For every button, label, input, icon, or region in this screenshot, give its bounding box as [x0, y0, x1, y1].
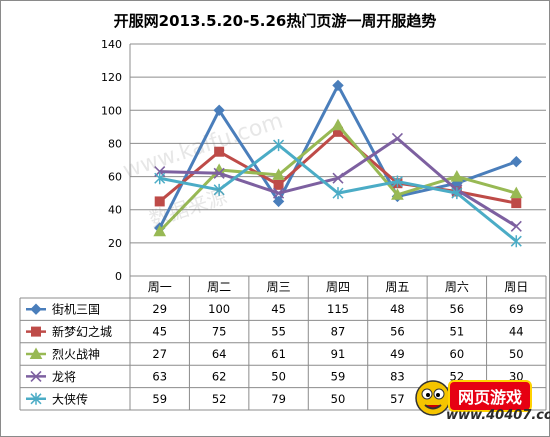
table-cell-value: 51: [450, 325, 465, 339]
site-logo: 网页游戏 www.40407.com: [412, 372, 550, 434]
table-cell-value: 100: [208, 302, 230, 316]
data-point: [272, 168, 285, 180]
data-point: [214, 146, 225, 157]
table-cell-value: 48: [390, 302, 405, 316]
y-tick-label: 60: [108, 171, 122, 184]
y-tick-label: 140: [101, 38, 122, 51]
data-point: [510, 235, 522, 248]
y-tick-label: 80: [108, 137, 122, 150]
y-tick-label: 40: [108, 204, 122, 217]
table-cell-value: 57: [390, 392, 405, 406]
data-point: [153, 224, 167, 237]
legend-label: 新梦幻之城: [52, 324, 112, 339]
table-cell-value: 63: [152, 369, 167, 383]
table-cell-value: 56: [450, 302, 465, 316]
legend-key-marker: [30, 303, 42, 315]
table-cell-value: 56: [390, 325, 405, 339]
legend-label: 大侠传: [52, 391, 88, 406]
data-point: [510, 155, 522, 168]
y-tick-label: 0: [115, 270, 122, 283]
legend-label: 龙将: [52, 370, 76, 384]
table-cell-value: 59: [152, 392, 167, 406]
data-point: [451, 187, 463, 200]
legend-key-marker: [30, 392, 42, 405]
table-cell-value: 87: [331, 325, 346, 339]
data-point: [510, 220, 522, 232]
table-cell-value: 52: [212, 392, 227, 406]
data-point: [213, 104, 225, 116]
legend-label: 烈火战神: [52, 348, 100, 362]
logo-url: www.40407.com: [446, 408, 550, 423]
data-point: [273, 139, 285, 152]
data-point: [391, 188, 404, 200]
x-category-label: 周一: [148, 280, 172, 294]
table-cell-value: 50: [331, 392, 346, 406]
data-point: [331, 118, 345, 131]
table-cell-value: 29: [152, 302, 167, 316]
table-cell-value: 91: [331, 347, 346, 361]
table-cell-value: 64: [212, 347, 227, 361]
y-tick-label: 20: [108, 237, 122, 250]
logo-badge: 网页游戏: [448, 380, 533, 412]
table-cell-value: 30: [509, 369, 524, 383]
x-category-label: 周六: [445, 280, 469, 294]
table-cell-value: 60: [450, 347, 465, 361]
table-cell-value: 69: [509, 302, 524, 316]
data-point: [450, 170, 464, 182]
data-point: [154, 172, 166, 185]
table-cell-value: 50: [271, 369, 286, 383]
x-category-label: 周四: [326, 280, 350, 294]
data-point: [213, 183, 225, 196]
table-cell-value: 27: [152, 347, 167, 361]
table-cell-value: 115: [327, 302, 349, 316]
table-cell-value: 75: [212, 325, 227, 339]
x-category-label: 周二: [207, 280, 231, 294]
y-tick-label: 120: [101, 71, 122, 84]
data-point: [332, 187, 344, 200]
legend-label: 街机三国: [52, 303, 100, 317]
table-cell-value: 55: [271, 325, 286, 339]
data-point: [391, 132, 403, 145]
chart-title: 开服网2013.5.20-5.26热门页游一周开服趋势: [113, 12, 437, 30]
table-cell-value: 45: [271, 302, 286, 316]
table-cell-value: 62: [212, 369, 227, 383]
table-cell-value: 44: [509, 325, 524, 339]
data-point: [272, 195, 285, 208]
table-cell-value: 45: [152, 325, 167, 339]
mascot-icon: [415, 380, 451, 416]
data-point: [213, 167, 225, 179]
x-category-label: 周五: [385, 280, 409, 294]
table-cell-value: 61: [271, 347, 286, 361]
table-cell-value: 52: [450, 369, 465, 383]
legend-key-marker: [30, 370, 42, 382]
table-cell-value: 83: [390, 369, 405, 383]
x-category-label: 周日: [504, 280, 528, 294]
table-cell-value: 50: [509, 347, 524, 361]
legend-key-marker: [31, 326, 41, 337]
data-point: [332, 172, 344, 184]
data-point: [391, 175, 403, 188]
data-point: [154, 196, 165, 207]
x-category-label: 周三: [267, 280, 291, 294]
data-point: [332, 79, 344, 92]
data-point: [509, 186, 523, 199]
data-point: [511, 198, 522, 209]
data-point: [273, 179, 284, 190]
table-cell-value: 79: [271, 392, 286, 406]
legend-key-marker: [29, 347, 43, 359]
table-cell-value: 59: [331, 369, 346, 383]
y-tick-label: 100: [101, 104, 122, 117]
table-cell-value: 49: [390, 347, 405, 361]
data-point: [273, 187, 285, 199]
